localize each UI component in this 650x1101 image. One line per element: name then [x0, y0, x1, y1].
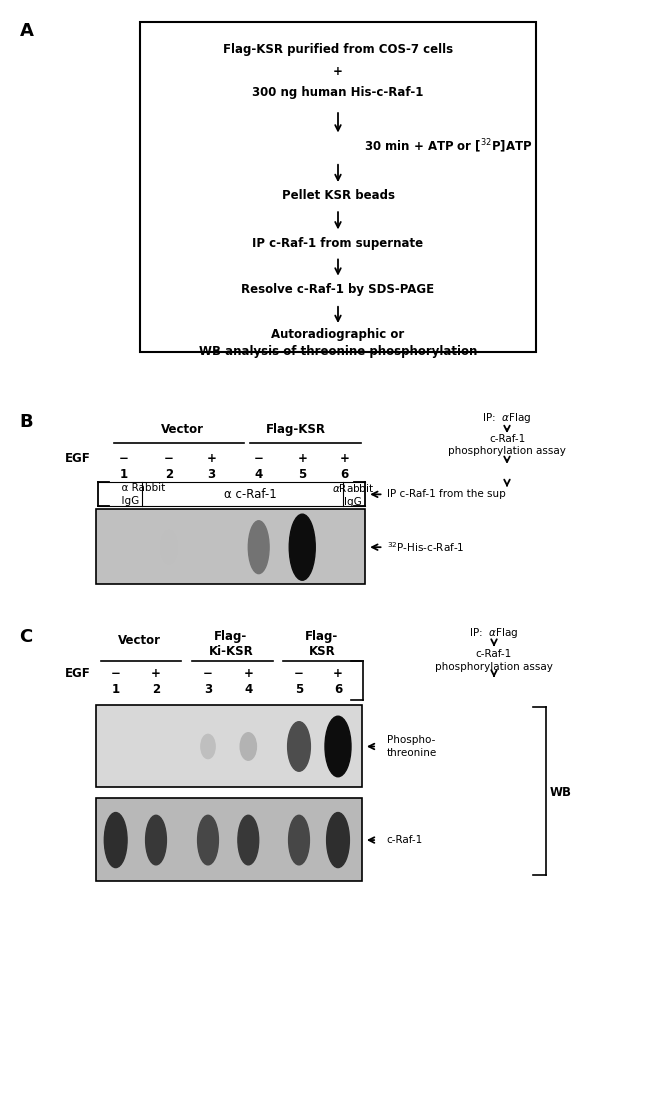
Text: −: − — [111, 667, 121, 680]
Text: +: + — [243, 667, 254, 680]
Text: 1: 1 — [112, 683, 120, 696]
Text: 3: 3 — [207, 468, 215, 481]
Ellipse shape — [104, 813, 127, 868]
Text: Pellet KSR beads: Pellet KSR beads — [281, 189, 395, 203]
Ellipse shape — [289, 514, 315, 580]
Text: WB: WB — [549, 786, 571, 799]
Text: Resolve c-Raf-1 by SDS-PAGE: Resolve c-Raf-1 by SDS-PAGE — [241, 283, 435, 296]
FancyBboxPatch shape — [96, 509, 365, 584]
Text: 5: 5 — [295, 683, 303, 696]
Text: IP:  $\alpha$Flag: IP: $\alpha$Flag — [482, 412, 532, 425]
Text: Phospho-
threonine: Phospho- threonine — [387, 735, 437, 757]
Text: −: − — [294, 667, 304, 680]
Text: 6: 6 — [341, 468, 348, 481]
Text: +: + — [333, 667, 343, 680]
Text: IP:  $\alpha$Flag: IP: $\alpha$Flag — [469, 626, 519, 640]
Text: EGF: EGF — [65, 667, 91, 680]
Text: α Rabbit
  IgG: α Rabbit IgG — [115, 483, 165, 505]
Text: C: C — [20, 628, 32, 645]
Text: 4: 4 — [255, 468, 263, 481]
Text: 300 ng human His-c-Raf-1: 300 ng human His-c-Raf-1 — [252, 86, 424, 99]
Text: B: B — [20, 413, 33, 430]
Text: 2: 2 — [152, 683, 160, 696]
Text: −: − — [203, 667, 213, 680]
Ellipse shape — [287, 722, 311, 771]
Ellipse shape — [198, 815, 218, 865]
Ellipse shape — [289, 815, 309, 865]
Ellipse shape — [240, 733, 256, 760]
Text: Vector: Vector — [118, 634, 161, 647]
Text: +: + — [297, 451, 307, 465]
Text: Flag-KSR: Flag-KSR — [266, 423, 326, 436]
Text: 2: 2 — [165, 468, 173, 481]
Text: +: + — [333, 65, 343, 78]
Text: −: − — [118, 451, 129, 465]
Text: +: + — [206, 451, 216, 465]
Text: +: + — [151, 667, 161, 680]
Text: −: − — [254, 451, 264, 465]
Text: c-Raf-1
phosphorylation assay: c-Raf-1 phosphorylation assay — [448, 434, 566, 456]
Text: 4: 4 — [244, 683, 252, 696]
Ellipse shape — [201, 734, 215, 759]
Text: Flag-
Ki-KSR: Flag- Ki-KSR — [209, 630, 253, 658]
Text: Flag-
KSR: Flag- KSR — [305, 630, 339, 658]
Ellipse shape — [238, 815, 259, 865]
Text: 5: 5 — [298, 468, 306, 481]
Text: $^{32}$P-His-c-Raf-1: $^{32}$P-His-c-Raf-1 — [387, 541, 464, 554]
Ellipse shape — [146, 815, 166, 865]
Text: α c-Raf-1: α c-Raf-1 — [224, 488, 277, 501]
Text: IP c-Raf-1 from the sup: IP c-Raf-1 from the sup — [387, 489, 506, 500]
Text: c-Raf-1: c-Raf-1 — [387, 835, 423, 846]
FancyBboxPatch shape — [96, 705, 362, 787]
Text: Autoradiographic or: Autoradiographic or — [272, 328, 404, 341]
Ellipse shape — [326, 813, 350, 868]
Text: c-Raf-1
phosphorylation assay: c-Raf-1 phosphorylation assay — [435, 650, 553, 672]
Text: A: A — [20, 22, 33, 40]
Text: Vector: Vector — [161, 423, 203, 436]
Text: WB analysis of threonine phosphorylation: WB analysis of threonine phosphorylation — [199, 345, 477, 358]
FancyBboxPatch shape — [96, 798, 362, 881]
Text: 30 min + ATP or [$^{32}$P]ATP: 30 min + ATP or [$^{32}$P]ATP — [364, 138, 532, 155]
Text: $\alpha$Rabbit
IgG: $\alpha$Rabbit IgG — [332, 482, 374, 506]
Text: Flag-KSR purified from COS-7 cells: Flag-KSR purified from COS-7 cells — [223, 43, 453, 56]
Text: IP c-Raf-1 from supernate: IP c-Raf-1 from supernate — [252, 237, 424, 250]
Text: −: − — [164, 451, 174, 465]
Text: 6: 6 — [334, 683, 342, 696]
Text: 1: 1 — [120, 468, 127, 481]
Ellipse shape — [248, 521, 269, 574]
FancyBboxPatch shape — [140, 22, 536, 352]
Text: +: + — [339, 451, 350, 465]
Ellipse shape — [325, 716, 351, 777]
Text: EGF: EGF — [65, 451, 91, 465]
Text: 3: 3 — [204, 683, 212, 696]
Ellipse shape — [161, 531, 177, 564]
